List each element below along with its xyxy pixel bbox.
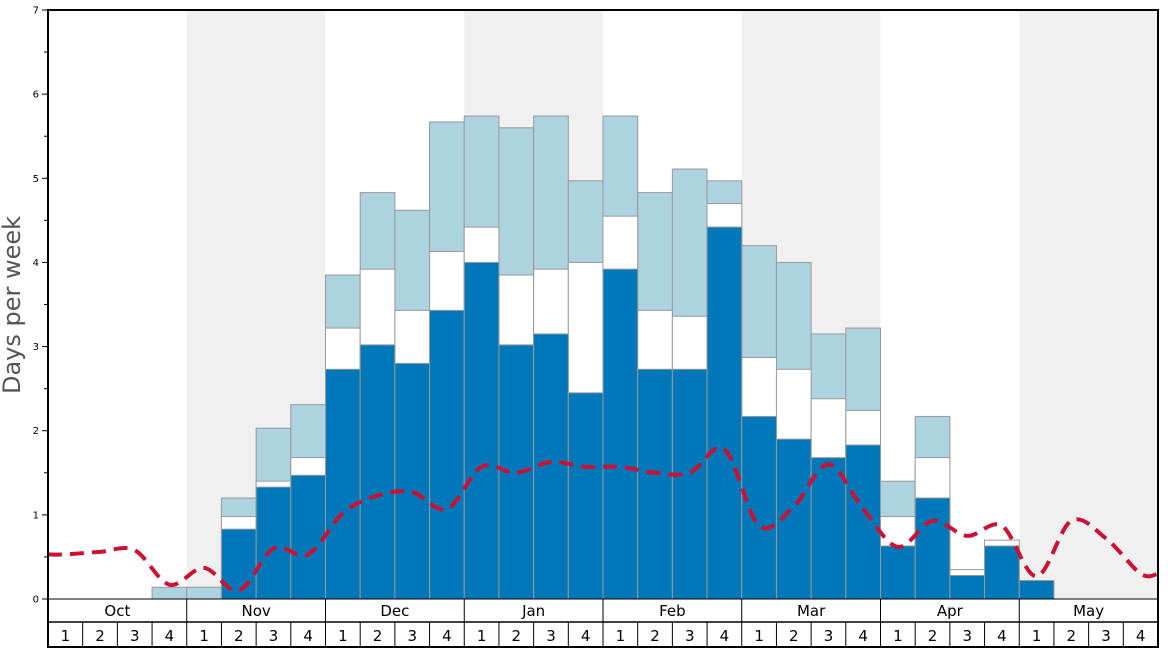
bar-apr-3-layer-1 [949, 574, 986, 600]
bar-jan-1-layer-1 [463, 261, 500, 600]
bar-mar-3-layer-1 [810, 457, 847, 600]
week-label: 3 [546, 627, 556, 645]
week-label: 1 [199, 627, 209, 645]
y-axis-label: Days per week [0, 216, 26, 394]
week-label: 3 [407, 627, 417, 645]
week-label: 3 [1101, 627, 1111, 645]
week-label: 1 [477, 627, 487, 645]
y-tick-label: 3 [33, 342, 39, 353]
y-tick-label: 6 [33, 90, 39, 101]
month-label-oct: Oct [104, 602, 130, 620]
bar-jan-3-layer-1 [533, 333, 569, 600]
bar-apr-1-layer-1 [880, 545, 916, 600]
week-label: 3 [824, 627, 834, 645]
week-label: 4 [720, 627, 730, 645]
week-label: 2 [373, 627, 383, 645]
week-label: 1 [338, 627, 348, 645]
month-band-oct [48, 10, 187, 599]
week-label: 4 [997, 627, 1007, 645]
bar-nov-3-layer-1 [255, 486, 292, 600]
bar-mar-4-layer-1 [845, 444, 881, 600]
bar-mar-1-layer-1 [741, 415, 777, 600]
y-tick-label: 1 [33, 510, 39, 521]
week-label: 3 [130, 627, 140, 645]
month-label-dec: Dec [380, 602, 409, 620]
month-label-may: May [1073, 602, 1104, 620]
week-label: 4 [858, 627, 868, 645]
week-label: 3 [685, 627, 695, 645]
bar-apr-4-layer-1 [984, 545, 1020, 600]
month-label-mar: Mar [797, 602, 826, 620]
week-label: 1 [754, 627, 764, 645]
y-tick-label: 4 [33, 258, 39, 269]
bar-may-1-layer-1 [1018, 579, 1055, 600]
y-tick-label: 5 [33, 174, 39, 185]
week-label: 1 [61, 627, 71, 645]
week-label: 4 [165, 627, 175, 645]
month-label-apr: Apr [937, 602, 964, 620]
y-tick-label: 2 [33, 426, 39, 437]
bar-apr-2-layer-1 [914, 497, 951, 600]
week-label: 3 [269, 627, 279, 645]
month-label-nov: Nov [241, 602, 270, 620]
trend-line [47, 445, 1159, 593]
bar-feb-3-layer-1 [671, 368, 708, 600]
y-tick-label: 7 [33, 6, 39, 17]
week-label: 2 [928, 627, 938, 645]
bar-dec-3-layer-1 [394, 362, 431, 600]
week-label: 1 [1032, 627, 1042, 645]
bar-nov-4-layer-1 [290, 474, 326, 600]
bar-feb-2-layer-1 [637, 368, 673, 600]
bar-feb-1-layer-1 [602, 268, 639, 600]
bar-nov-1-layer-3 [186, 586, 222, 600]
week-label: 4 [581, 627, 591, 645]
week-label: 2 [95, 627, 105, 645]
month-band-may [1019, 10, 1158, 599]
y-tick-label: 0 [33, 595, 39, 606]
bar-jan-4-layer-1 [567, 392, 604, 600]
bar-dec-4-layer-1 [429, 309, 465, 600]
trend-line-layer [47, 445, 1159, 593]
week-label: 4 [303, 627, 313, 645]
week-label: 1 [893, 627, 903, 645]
bar-dec-2-layer-1 [359, 344, 396, 600]
week-label: 4 [1136, 627, 1146, 645]
week-label: 2 [650, 627, 660, 645]
week-label: 2 [512, 627, 522, 645]
month-label-jan: Jan [521, 602, 545, 620]
week-label: 3 [962, 627, 972, 645]
month-label-feb: Feb [659, 602, 686, 620]
week-label: 2 [789, 627, 799, 645]
bar-oct-4-layer-3 [151, 586, 188, 600]
axes-layer: 0 1 2 3 4 5 6 7 Oct Nov Dec Jan Feb Mar Apr May 1 2 3 4 1 2 3 4… [33, 6, 1159, 648]
week-label: 2 [234, 627, 244, 645]
bar-feb-4-layer-1 [706, 226, 743, 600]
week-label: 2 [1067, 627, 1077, 645]
week-label: 1 [616, 627, 626, 645]
week-label: 4 [442, 627, 452, 645]
bar-dec-1-layer-1 [325, 368, 361, 600]
